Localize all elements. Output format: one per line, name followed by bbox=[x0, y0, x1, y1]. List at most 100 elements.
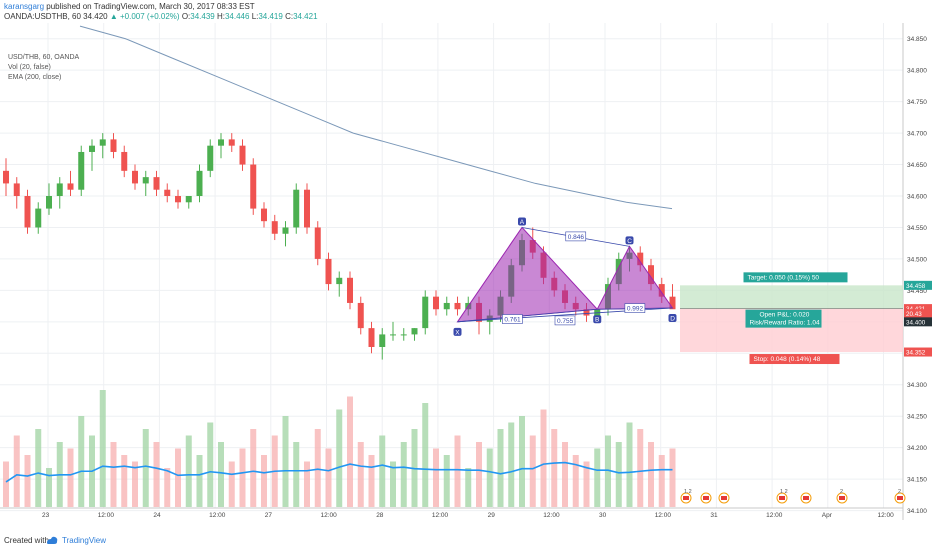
price-tick-label: 34.850 bbox=[907, 36, 927, 43]
volume-bar bbox=[218, 442, 224, 507]
event-flag-stripe bbox=[703, 496, 709, 500]
volume-bar bbox=[314, 429, 321, 507]
candle-body bbox=[67, 183, 74, 190]
candle-body bbox=[24, 196, 31, 228]
candle-body bbox=[228, 139, 235, 146]
candle-body bbox=[368, 328, 375, 347]
volume-bar bbox=[648, 442, 654, 507]
candle-body bbox=[153, 177, 160, 190]
price-tick-label: 34.650 bbox=[907, 162, 927, 169]
candle-body bbox=[314, 227, 321, 259]
pattern-point-marker bbox=[668, 313, 677, 322]
candle-body bbox=[325, 258, 332, 285]
time-tick-label: 12:00 bbox=[543, 512, 560, 519]
volume-bar bbox=[207, 422, 214, 507]
candle-body bbox=[218, 139, 224, 146]
time-tick-label: 30 bbox=[599, 512, 607, 519]
candle-body bbox=[121, 151, 128, 171]
time-tick-label: 27 bbox=[265, 512, 273, 519]
volume-bar bbox=[615, 442, 622, 507]
volume-bar bbox=[325, 448, 332, 507]
time-tick-label: 12:00 bbox=[321, 512, 338, 519]
volume-bar bbox=[583, 461, 590, 507]
candle-body bbox=[78, 151, 85, 190]
candle-body bbox=[390, 334, 396, 336]
candle-body bbox=[56, 183, 63, 197]
price-tick-label: 34.500 bbox=[907, 256, 927, 263]
last-price: 34.420 bbox=[83, 12, 108, 21]
candle-body bbox=[142, 177, 149, 184]
volume-bar bbox=[562, 442, 568, 507]
stop-label-box bbox=[749, 354, 840, 365]
volume-bar bbox=[3, 461, 9, 507]
candle-body bbox=[132, 170, 138, 184]
time-tick-label: 12:00 bbox=[98, 512, 115, 519]
open-label: O: bbox=[181, 12, 191, 21]
volume-bar bbox=[175, 448, 181, 507]
volume-bar bbox=[669, 448, 676, 507]
volume-bar bbox=[519, 416, 525, 507]
volume-bar bbox=[626, 422, 633, 507]
price-chart[interactable]: 34.850 34.800 34.750 34.700 34.650 34.600 34.5… bbox=[0, 23, 932, 520]
target-label: Target: 0.050 (0.15%) 50 bbox=[748, 274, 820, 281]
volume-bar bbox=[132, 461, 138, 507]
candle-body bbox=[196, 170, 203, 197]
candle-body bbox=[175, 196, 181, 203]
price-badge bbox=[904, 317, 932, 327]
high-label: H: bbox=[216, 12, 225, 21]
volume-bar bbox=[433, 448, 439, 507]
open-pl-label: Open P&L: 0.020 bbox=[760, 312, 810, 319]
candle-body bbox=[637, 252, 644, 266]
candle-body bbox=[89, 145, 95, 152]
target-label-box bbox=[743, 272, 848, 283]
price-tick-label: 34.250 bbox=[907, 414, 927, 421]
pattern-ratio-label: 0.755 bbox=[557, 318, 574, 325]
author-link[interactable]: karansgarg bbox=[4, 2, 45, 11]
volume-bar bbox=[594, 448, 601, 507]
candle-body bbox=[271, 221, 278, 234]
chart-area[interactable]: 34.850 34.800 34.750 34.700 34.650 34.600 34.5… bbox=[0, 23, 932, 520]
pattern-point-label: X bbox=[455, 329, 460, 336]
volume-bar bbox=[78, 416, 85, 507]
price-tick-label: 34.800 bbox=[907, 68, 927, 75]
tradingview-logo-icon bbox=[47, 536, 58, 544]
time-tick-label: 23 bbox=[42, 512, 50, 519]
price-tick-label: 34.750 bbox=[907, 99, 927, 106]
high-value: 34.446 bbox=[224, 12, 250, 21]
candle-body bbox=[648, 265, 654, 285]
event-flag-stripe bbox=[683, 496, 689, 500]
pattern-point-label: C bbox=[627, 238, 632, 245]
volume-bar bbox=[336, 409, 343, 507]
volume-bar bbox=[443, 455, 450, 507]
volume-bar bbox=[24, 455, 31, 507]
volume-bar bbox=[304, 461, 310, 507]
candle-body bbox=[207, 145, 214, 171]
price-tick-label: 34.600 bbox=[907, 194, 927, 201]
created-with-text: Created with bbox=[4, 536, 49, 545]
time-tick-label: 31 bbox=[710, 512, 718, 519]
volume-bar bbox=[99, 390, 106, 507]
time-tick-label: 12:00 bbox=[209, 512, 226, 519]
pattern-ratio-line bbox=[457, 308, 598, 323]
candle-body bbox=[583, 309, 590, 316]
ema-200-line bbox=[79, 25, 673, 210]
candle-body bbox=[411, 328, 418, 335]
price-badge-label: 34.458 bbox=[906, 283, 926, 290]
candle-body bbox=[347, 277, 353, 303]
volume-bar bbox=[13, 435, 20, 507]
volume-bar bbox=[282, 416, 289, 507]
price-badge bbox=[904, 280, 932, 290]
price-badge bbox=[904, 309, 932, 319]
pattern-ratio-box bbox=[624, 303, 646, 313]
time-tick-label: 12:00 bbox=[432, 512, 449, 519]
time-tick-label: 12:00 bbox=[766, 512, 783, 519]
chart-background bbox=[0, 23, 932, 520]
footer: Created with TradingView bbox=[0, 532, 932, 550]
price-tick-label: 34.200 bbox=[907, 445, 927, 452]
event-count-label: 2 bbox=[898, 489, 901, 495]
volume-bar bbox=[46, 468, 52, 507]
volume-bar bbox=[551, 429, 558, 507]
volume-bar bbox=[368, 455, 375, 507]
tradingview-brand[interactable]: TradingView bbox=[62, 536, 107, 545]
volume-bar bbox=[121, 455, 128, 507]
